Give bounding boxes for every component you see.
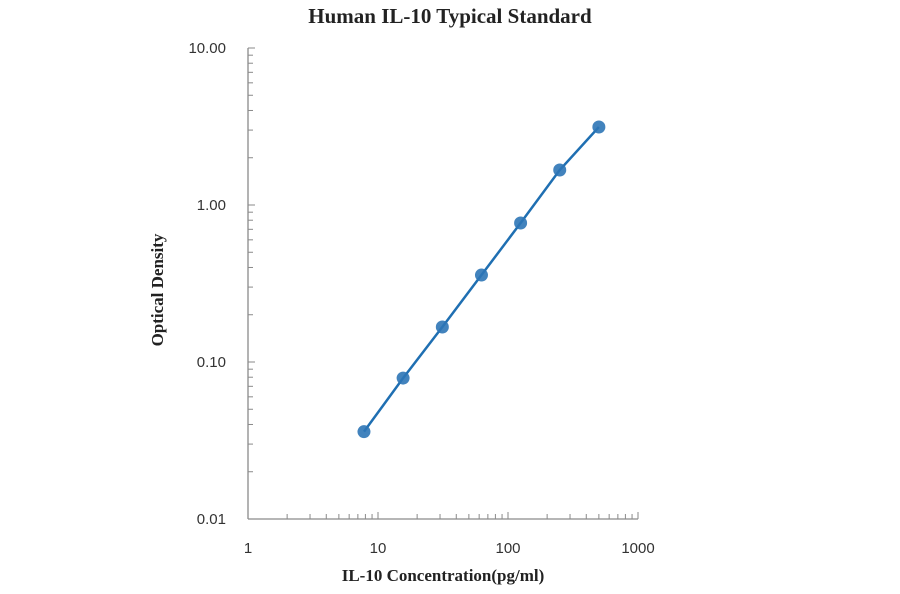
data-point (435, 320, 449, 334)
x-tick-label: 100 (495, 540, 520, 557)
y-tick-label: 0.01 (197, 511, 226, 528)
data-point (474, 268, 488, 282)
data-point (592, 120, 606, 134)
y-tick-label: 0.10 (197, 354, 226, 371)
data-point (514, 216, 528, 230)
data-point (357, 425, 371, 439)
x-tick-label: 10 (370, 540, 387, 557)
y-tick-label: 1.00 (197, 197, 226, 214)
data-point (553, 163, 567, 177)
x-tick-label: 1 (244, 540, 252, 557)
data-point (396, 371, 410, 385)
y-tick-label: 10.00 (188, 40, 226, 57)
x-axis-label: IL-10 Concentration(pg/ml) (341, 566, 545, 585)
x-tick-label: 1000 (621, 540, 654, 557)
chart-title: Human IL-10 Typical Standard (308, 4, 592, 28)
